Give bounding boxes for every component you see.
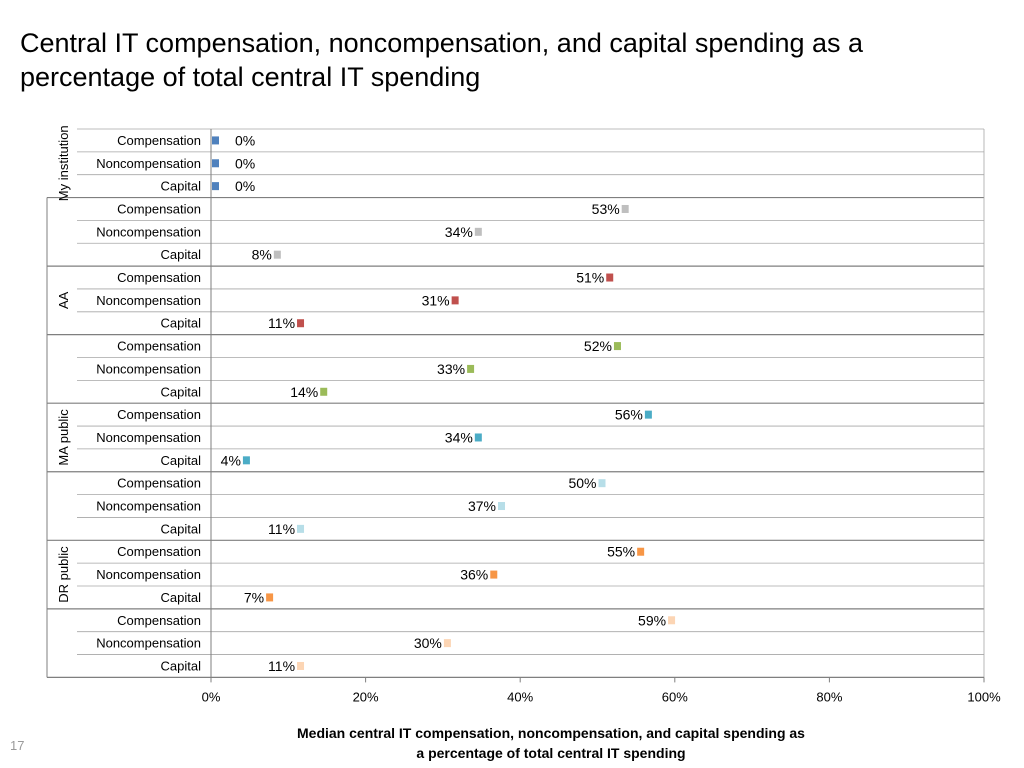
category-label: Compensation <box>117 407 201 422</box>
data-label: 0% <box>235 132 255 148</box>
x-tick-label: 0% <box>202 689 221 704</box>
bar-marks: 0% 0% 0% 53% 34% 8% 51% 31% 11% 52% 33% 14% 56% 34% 4%… <box>212 132 676 674</box>
bar-mark <box>606 273 614 282</box>
bar-mark <box>474 227 482 236</box>
category-label: Capital <box>161 521 202 536</box>
category-label: Capital <box>161 453 202 468</box>
bar-mark <box>297 319 305 328</box>
data-label: 52% <box>584 338 612 354</box>
category-label: Noncompensation <box>96 361 201 376</box>
data-label: 14% <box>290 384 318 400</box>
bar-mark <box>467 364 475 373</box>
data-label: 55% <box>607 544 635 560</box>
category-label: Compensation <box>117 339 201 354</box>
page-number: 17 <box>10 738 25 753</box>
group-labels: My institution AA MA public DR public <box>56 125 71 602</box>
category-label: Capital <box>161 247 202 262</box>
category-label: Compensation <box>117 544 201 559</box>
data-label: 0% <box>235 155 255 171</box>
x-axis-title-line-1: Median central IT compensation, noncompe… <box>297 725 805 741</box>
category-label: Compensation <box>117 270 201 285</box>
data-label: 56% <box>615 407 643 423</box>
bar-mark <box>498 502 506 511</box>
category-label: Capital <box>161 384 202 399</box>
bar-mark <box>266 593 274 602</box>
category-label: Capital <box>161 590 202 605</box>
bar-mark <box>297 524 305 533</box>
category-label: Compensation <box>117 476 201 491</box>
bar-mark <box>212 136 219 145</box>
data-label: 36% <box>460 567 488 583</box>
data-label: 11% <box>268 315 295 331</box>
bar-mark <box>451 296 459 305</box>
row-separators <box>47 128 985 678</box>
x-tick-label: 100% <box>967 689 1001 704</box>
group-label: AA <box>56 291 71 309</box>
data-label: 4% <box>221 452 241 468</box>
group-label: MA public <box>56 409 71 466</box>
data-label: 30% <box>414 635 442 651</box>
category-label: Capital <box>161 316 202 331</box>
x-tick-label: 20% <box>353 689 379 704</box>
category-label: Noncompensation <box>96 156 201 171</box>
category-label: Noncompensation <box>96 567 201 582</box>
bar-mark <box>320 387 328 396</box>
x-tick-label: 80% <box>816 689 842 704</box>
slide-title: Central IT compensation, noncompensation… <box>20 28 864 92</box>
category-label: Compensation <box>117 613 201 628</box>
bar-mark <box>668 616 676 625</box>
data-label: 53% <box>592 201 620 217</box>
data-label: 11% <box>268 521 295 537</box>
category-label: Compensation <box>117 133 201 148</box>
category-label: Noncompensation <box>96 636 201 651</box>
data-label: 33% <box>437 361 465 377</box>
data-label: 8% <box>252 247 272 263</box>
bar-mark <box>613 342 621 351</box>
data-label: 50% <box>568 475 596 491</box>
bar-mark <box>621 204 629 213</box>
data-label: 34% <box>445 224 473 240</box>
x-axis-title-line-2: a percentage of total central IT spendin… <box>416 745 685 761</box>
bar-mark <box>598 479 606 488</box>
category-label: Noncompensation <box>96 293 201 308</box>
data-label: 7% <box>244 589 264 605</box>
bar-mark <box>212 159 219 168</box>
group-label: DR public <box>56 546 71 603</box>
data-label: 0% <box>235 178 255 194</box>
x-tick-label: 60% <box>662 689 688 704</box>
category-label: Compensation <box>117 201 201 216</box>
bar-mark <box>443 639 451 648</box>
category-label: Noncompensation <box>96 499 201 514</box>
category-label: Noncompensation <box>96 224 201 239</box>
data-label: 31% <box>422 292 450 308</box>
bar-mark <box>637 547 645 556</box>
x-tick-label: 40% <box>507 689 533 704</box>
bar-mark <box>273 250 281 259</box>
bar-mark <box>490 570 498 579</box>
category-label: Capital <box>161 179 202 194</box>
x-axis: 0% 20% 40% 60% 80% 100% <box>46 129 1001 704</box>
category-label: Noncompensation <box>96 430 201 445</box>
bar-mark <box>297 661 305 670</box>
data-label: 51% <box>576 270 604 286</box>
category-label: Capital <box>161 658 202 673</box>
bar-mark <box>474 433 482 442</box>
data-label: 59% <box>638 612 666 628</box>
data-label: 34% <box>445 429 473 445</box>
bar-mark <box>212 182 219 191</box>
bar-mark <box>644 410 652 419</box>
bar-mark <box>242 456 250 465</box>
category-labels: Compensation Noncompensation Capital Compen… <box>96 133 201 674</box>
data-label: 37% <box>468 498 496 514</box>
group-label: My institution <box>56 125 71 201</box>
data-label: 11% <box>268 658 295 674</box>
